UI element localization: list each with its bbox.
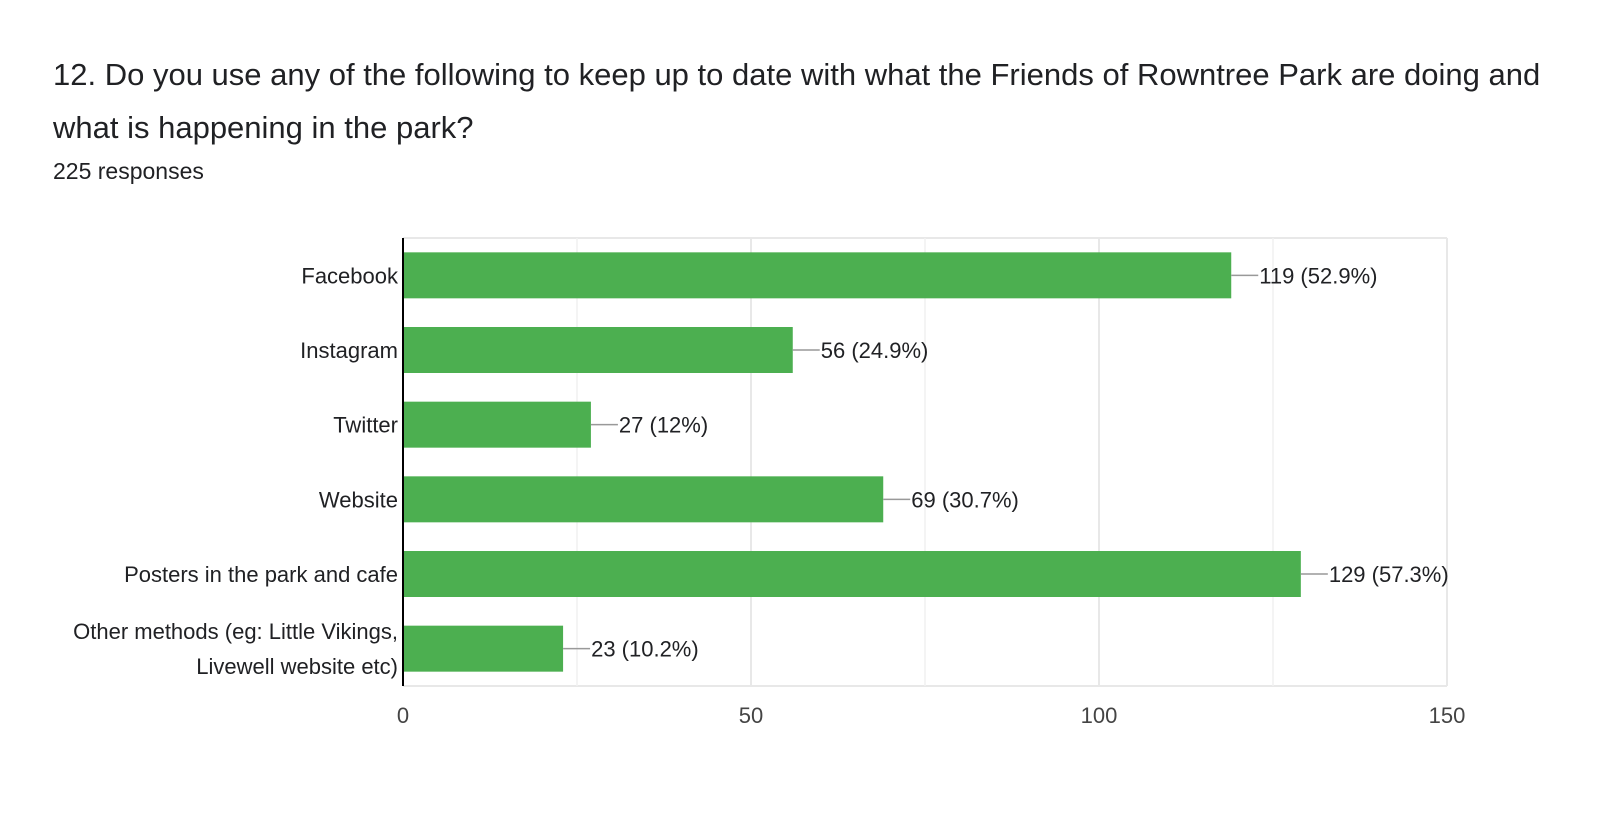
- data-label: 129 (57.3%): [1329, 562, 1449, 587]
- bar: [403, 401, 591, 448]
- data-label: 23 (10.2%): [591, 637, 699, 662]
- response-count: 225 responses: [53, 158, 204, 184]
- bar: [403, 551, 1301, 597]
- category-label: Posters in the park and cafe: [124, 562, 398, 587]
- x-tick-label: 100: [1081, 703, 1118, 728]
- category-label: Website: [319, 487, 398, 512]
- bar: [403, 476, 884, 523]
- x-tick-label: 0: [397, 703, 409, 728]
- category-label: Instagram: [300, 338, 398, 363]
- bar: [403, 252, 1232, 299]
- bar: [403, 327, 793, 373]
- x-tick-label: 50: [739, 703, 763, 728]
- category-label: Other methods (eg: Little Vikings,: [73, 619, 398, 644]
- data-label: 56 (24.9%): [821, 338, 929, 363]
- bars: [403, 252, 1328, 672]
- question-title: 12. Do you use any of the following to k…: [53, 57, 1541, 145]
- bar: [403, 625, 564, 672]
- data-label: 69 (30.7%): [911, 487, 1019, 512]
- data-label: 27 (12%): [619, 413, 708, 438]
- x-tick-label: 150: [1429, 703, 1466, 728]
- category-label: Livewell website etc): [196, 654, 398, 679]
- data-label: 119 (52.9%): [1259, 263, 1377, 288]
- category-label: Twitter: [333, 413, 398, 438]
- category-label: Facebook: [301, 263, 399, 288]
- labels: 0 50 100 150 119 (52.9%) Facebook 56 (24.9%) In…: [73, 263, 1465, 728]
- gridlines: [403, 237, 1448, 687]
